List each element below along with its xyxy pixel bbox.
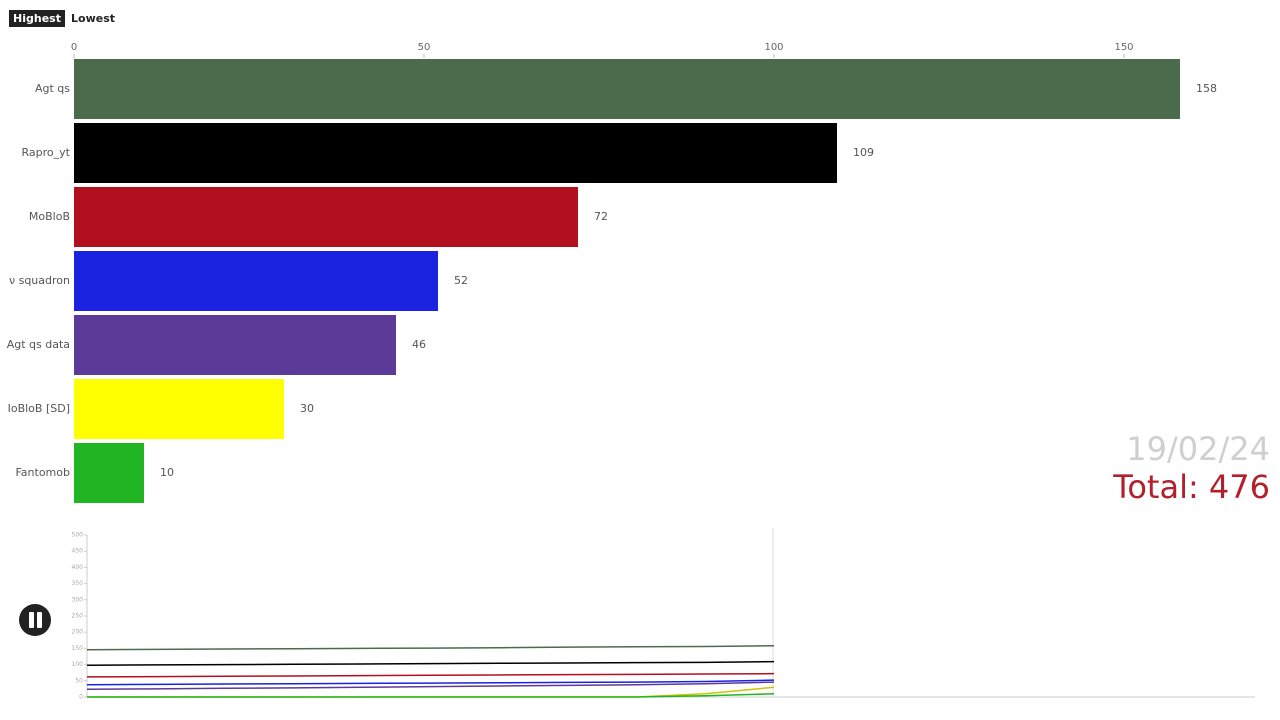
category-label: Rapro_yt	[22, 146, 71, 159]
y-tick-label: 300	[72, 596, 84, 603]
bar	[74, 443, 144, 503]
series-line	[86, 681, 775, 690]
category-label: Agt qs data	[7, 338, 70, 351]
value-label: 72	[594, 210, 608, 223]
bar	[74, 123, 837, 183]
category-label: ν squadron	[9, 274, 70, 287]
y-tick-label: 500	[72, 532, 84, 539]
bar	[74, 315, 396, 375]
category-label: MoBloB	[29, 210, 70, 223]
series-line	[86, 660, 775, 666]
lowest-label[interactable]: Lowest	[71, 12, 115, 25]
y-tick-label: 400	[72, 564, 84, 571]
y-tick-label: 0	[79, 694, 83, 701]
y-tick-label: 200	[72, 629, 84, 636]
value-label: 10	[160, 466, 174, 479]
x-tick-label: 50	[418, 42, 431, 53]
y-tick-label: 250	[72, 613, 84, 620]
y-tick-label: 450	[72, 548, 84, 555]
value-label: 158	[1196, 82, 1217, 95]
pause-icon	[37, 612, 42, 628]
y-tick-label: 350	[72, 580, 84, 587]
y-tick-label: 100	[72, 661, 84, 668]
value-label: 52	[454, 274, 468, 287]
date-label: 19/02/24	[1126, 430, 1270, 468]
pause-button[interactable]	[19, 604, 51, 636]
series-line	[87, 693, 775, 698]
value-label: 30	[300, 402, 314, 415]
pause-icon	[29, 612, 34, 628]
value-label: 46	[412, 338, 426, 351]
x-tick-label: 100	[764, 42, 783, 53]
series-line	[86, 679, 775, 686]
value-label: 109	[853, 146, 874, 159]
x-tick-label: 0	[71, 42, 77, 53]
series-line	[86, 672, 775, 678]
x-tick-label: 150	[1114, 42, 1133, 53]
highest-label[interactable]: Highest	[13, 12, 61, 25]
series-line	[86, 645, 775, 651]
category-label: Agt qs	[35, 82, 70, 95]
total-label: Total: 476	[1112, 468, 1270, 506]
y-tick-label: 50	[75, 677, 83, 684]
bar	[74, 187, 578, 247]
category-label: IoBloB [SD]	[8, 402, 70, 415]
category-label: Fantomob	[15, 466, 70, 479]
bar	[74, 379, 284, 439]
highest-button[interactable]	[9, 10, 65, 27]
bar	[74, 59, 1180, 119]
y-tick-label: 150	[72, 645, 84, 652]
bar	[74, 251, 438, 311]
